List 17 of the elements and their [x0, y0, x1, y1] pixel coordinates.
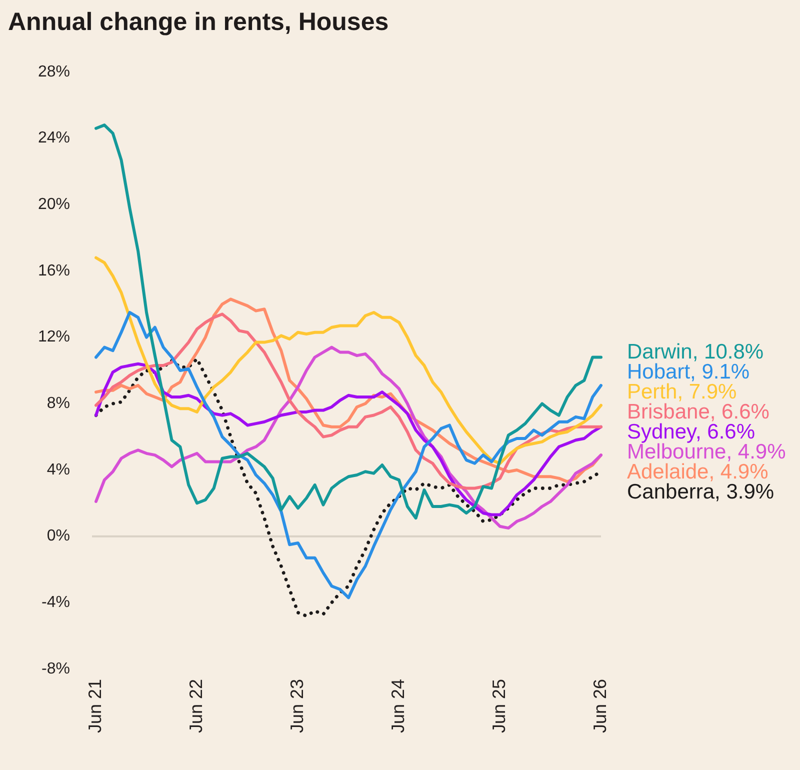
x-tick-label: Jun 22 [186, 679, 206, 734]
y-tick-label: 16% [38, 262, 70, 280]
y-tick-label: -4% [42, 594, 70, 612]
y-tick-label: 12% [38, 328, 70, 346]
x-tick-label: Jun 23 [286, 679, 307, 734]
y-tick-label: 8% [46, 395, 70, 412]
y-tick-label: 24% [38, 130, 70, 147]
y-tick-label: 28% [38, 63, 70, 80]
y-tick-label: 20% [38, 196, 70, 214]
y-tick-label: 0% [46, 528, 70, 545]
x-tick-label: Jun 26 [590, 679, 610, 734]
y-tick-label: -8% [42, 660, 70, 678]
x-tick-label: Jun 24 [388, 679, 408, 734]
y-tick-label: 4% [46, 461, 70, 478]
chart-title: Annual change in rents, Houses [8, 8, 389, 37]
x-tick-label: Jun 21 [84, 679, 105, 734]
x-tick-label: Jun 25 [488, 679, 509, 734]
